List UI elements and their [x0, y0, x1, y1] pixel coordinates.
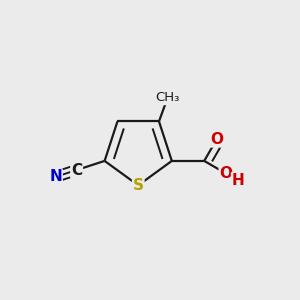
Text: C: C	[71, 163, 82, 178]
Text: O: O	[219, 166, 232, 181]
Text: H: H	[232, 173, 244, 188]
Text: N: N	[49, 169, 62, 184]
Text: O: O	[210, 132, 223, 147]
Text: CH₃: CH₃	[155, 92, 180, 104]
Text: S: S	[133, 178, 144, 193]
